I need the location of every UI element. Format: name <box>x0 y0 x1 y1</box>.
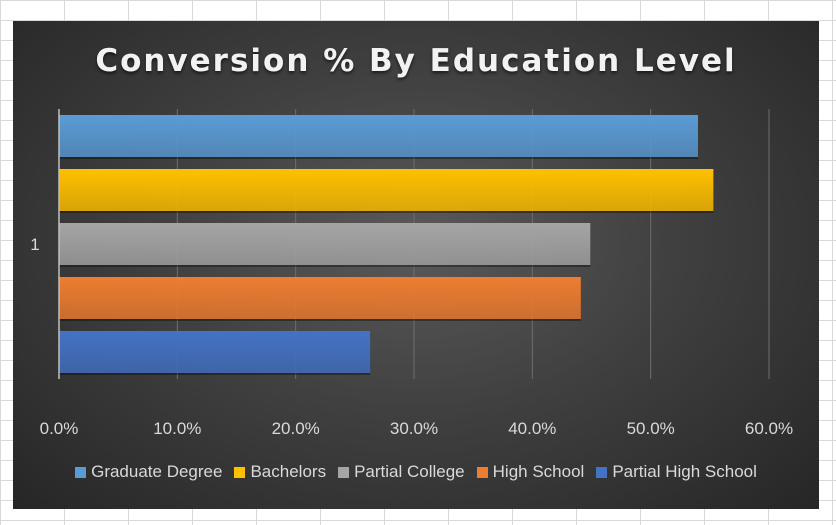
y-category-label: 1 <box>30 235 39 254</box>
bar-graduate-degree <box>59 115 698 157</box>
x-tick-label: 30.0% <box>390 419 438 438</box>
x-tick-label: 60.0% <box>745 419 793 438</box>
legend-swatch <box>338 466 350 478</box>
bar-bachelors <box>59 169 714 211</box>
chart-area[interactable]: Conversion % By Education Level 0.0% 10.0… <box>13 21 819 509</box>
x-tick-label: 20.0% <box>272 419 320 438</box>
bar-partial-high-school <box>59 331 371 373</box>
legend-label: High School <box>492 462 585 481</box>
x-tick-label: 50.0% <box>627 419 675 438</box>
legend-label: Graduate Degree <box>91 462 223 481</box>
legend-swatch <box>476 466 488 478</box>
legend-swatch <box>596 466 608 478</box>
x-tick-label: 10.0% <box>153 419 201 438</box>
x-tick-label: 40.0% <box>508 419 556 438</box>
legend-label: Partial College <box>354 462 465 481</box>
plot-area: 0.0% 10.0% 20.0% 30.0% 40.0% 50.0% 60.0% 1 <box>30 109 793 438</box>
bar-high-school <box>59 277 581 319</box>
chart-legend: Graduate Degree Bachelors Partial College H… <box>13 462 819 482</box>
legend-item: Partial High School <box>596 462 757 482</box>
legend-swatch <box>75 466 87 478</box>
legend-label: Partial High School <box>612 462 757 481</box>
x-tick-label: 0.0% <box>40 419 79 438</box>
legend-item: Partial College <box>338 462 465 482</box>
chart-title: Conversion % By Education Level <box>95 43 737 79</box>
legend-label: Bachelors <box>250 462 327 481</box>
legend-item: High School <box>476 462 585 482</box>
bar-partial-college <box>59 223 591 265</box>
legend-item: Bachelors <box>234 462 326 482</box>
legend-swatch <box>234 466 246 478</box>
legend-item: Graduate Degree <box>75 462 222 482</box>
